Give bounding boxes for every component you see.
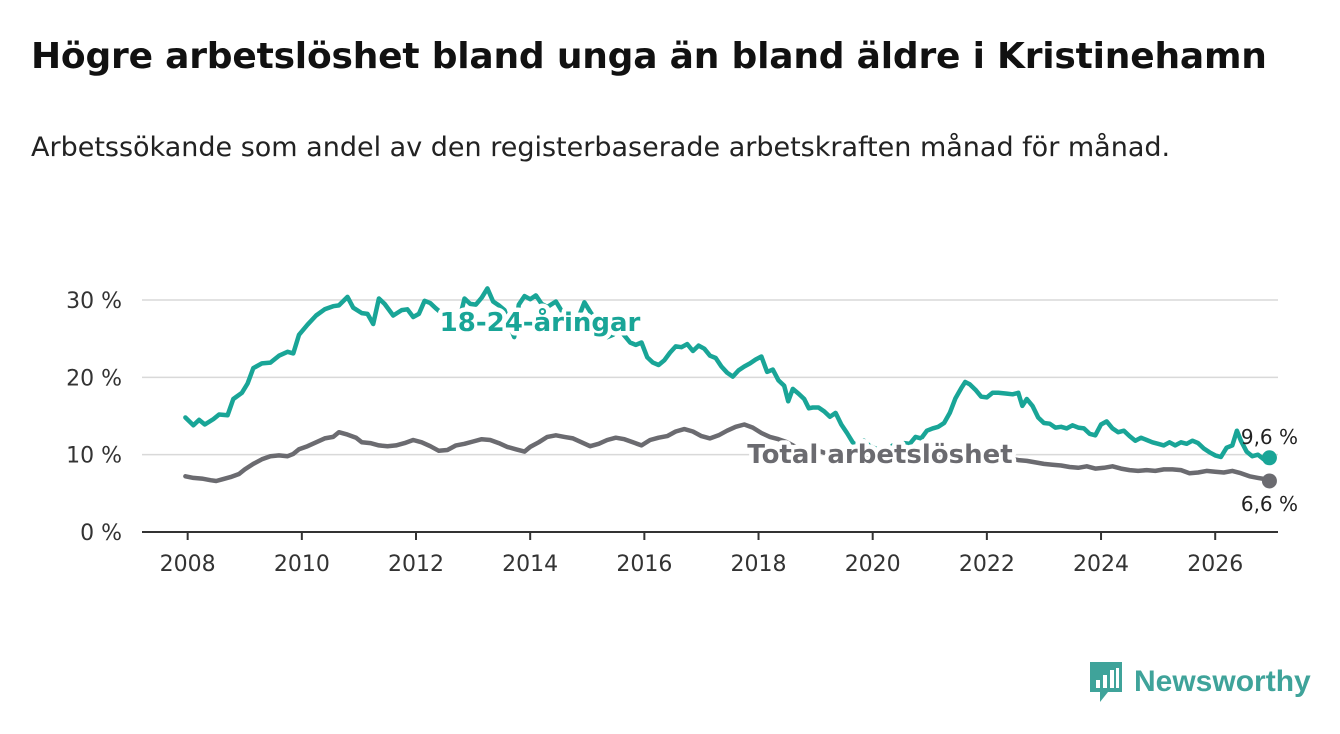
youth-series-label: 18-24-åringar bbox=[440, 306, 641, 338]
brand: Newsworthy bbox=[1088, 660, 1311, 704]
y-tick-label: 20 % bbox=[66, 366, 122, 391]
series-labels: 6,6 % 9,6 % 18-24-åringar Total arbetslöshe… bbox=[435, 302, 1298, 516]
newsworthy-logo-icon bbox=[1090, 662, 1122, 702]
total-series-label: Total arbetslöshet bbox=[747, 440, 1012, 470]
youth-series-line bbox=[183, 286, 1272, 462]
x-tick-label: 2016 bbox=[616, 552, 672, 577]
y-tick-label: 10 % bbox=[66, 444, 122, 469]
chart-title: Högre arbetslöshet bland unga än bland ä… bbox=[31, 36, 1267, 77]
y-tick-label: 0 % bbox=[80, 521, 122, 546]
youth-end-label: 9,6 % bbox=[1241, 425, 1298, 449]
youth-end-point bbox=[1261, 450, 1277, 466]
brand-name: Newsworthy bbox=[1134, 665, 1311, 698]
chart-subtitle: Arbetssökande som andel av den registerb… bbox=[31, 132, 1171, 163]
x-tick-label: 2020 bbox=[845, 552, 901, 577]
x-tick-label: 2018 bbox=[731, 552, 787, 577]
grid-lines bbox=[142, 299, 1278, 456]
x-tick-label: 2008 bbox=[160, 552, 216, 577]
x-axis: 2008 2010 2012 2014 2016 2018 2020 2022 2024 2026 bbox=[142, 531, 1278, 577]
x-tick-label: 2012 bbox=[388, 552, 444, 577]
x-tick-label: 2010 bbox=[274, 552, 330, 577]
x-tick-label: 2022 bbox=[959, 552, 1015, 577]
x-tick-label: 2014 bbox=[502, 552, 558, 577]
y-tick-label: 30 % bbox=[66, 289, 122, 314]
series-lines bbox=[183, 286, 1277, 489]
total-series-line bbox=[183, 422, 1272, 484]
total-end-label: 6,6 % bbox=[1241, 492, 1298, 516]
y-axis-tick-labels: 0 % 10 % 20 % 30 % bbox=[66, 289, 122, 546]
x-tick-label: 2024 bbox=[1073, 552, 1129, 577]
x-tick-label: 2026 bbox=[1187, 552, 1243, 577]
total-end-point bbox=[1261, 473, 1277, 489]
